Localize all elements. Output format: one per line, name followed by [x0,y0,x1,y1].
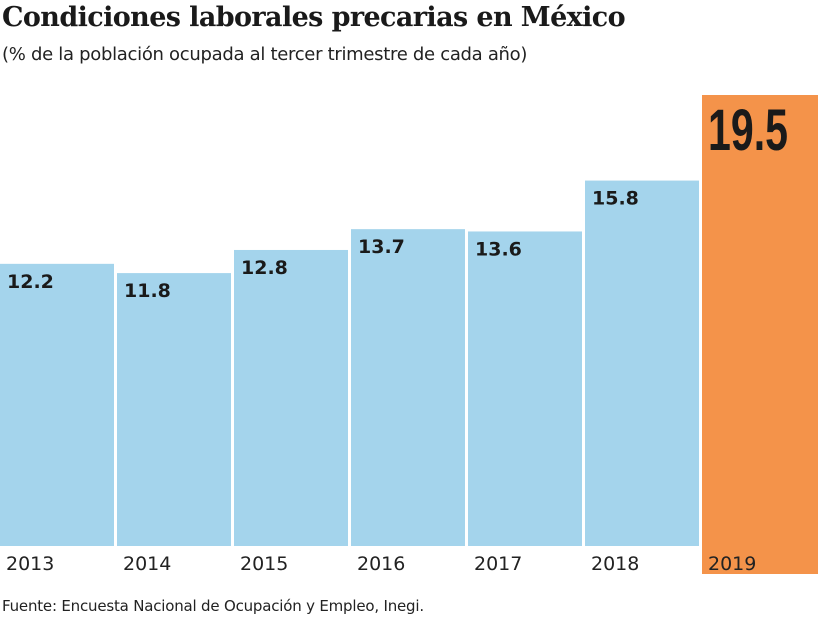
x-tick-label-2014: 2014 [123,553,171,575]
chart-subtitle: (% de la población ocupada al tercer tri… [2,44,528,65]
x-tick-label-2018: 2018 [591,553,639,575]
data-label-2019: 19.5 [708,98,788,163]
data-label-2015: 12.8 [241,257,288,279]
data-label-2016: 13.7 [358,236,405,258]
bar-2018 [585,180,699,547]
bar-chart: 12.2 2013 11.8 2014 12.8 2015 13.7 2016 13.6 2017… [0,95,818,575]
bar-2019 [702,95,818,574]
data-label-2017: 13.6 [475,238,522,260]
chart-title: Condiciones laborales precarias en Méxic… [2,2,626,33]
bar-2015 [234,249,348,546]
bar-2014 [117,273,231,546]
x-tick-label-2016: 2016 [357,553,405,575]
bar-2016 [351,229,465,546]
data-label-2014: 11.8 [124,280,171,302]
x-tick-label-2013: 2013 [6,553,54,575]
source-note: Fuente: Encuesta Nacional de Ocupación y… [2,597,424,615]
data-label-2013: 12.2 [7,271,54,293]
bar-2017 [468,231,582,546]
bar-2013 [0,263,114,546]
x-tick-label-2015: 2015 [240,553,288,575]
x-tick-label-2019: 2019 [708,553,756,575]
x-tick-label-2017: 2017 [474,553,522,575]
data-label-2018: 15.8 [592,188,639,210]
